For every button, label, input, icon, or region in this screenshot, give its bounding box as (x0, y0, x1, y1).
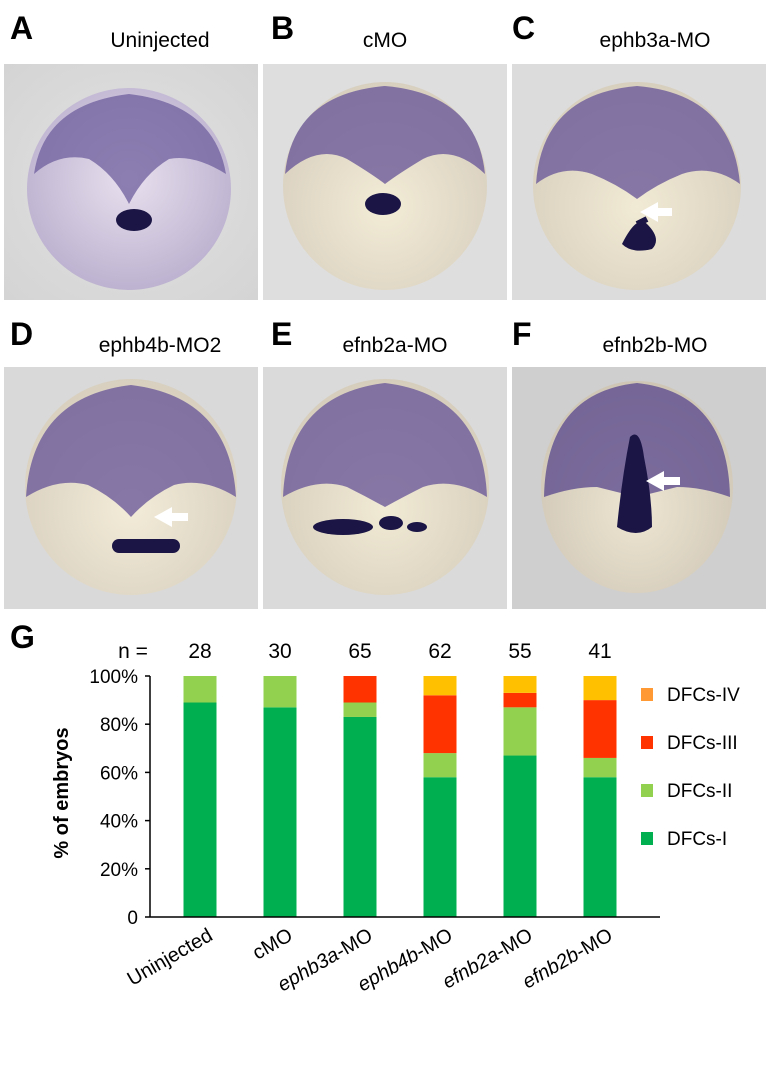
bar-segment-dfcs-ii (343, 702, 377, 717)
panel-D-image (4, 367, 258, 609)
embryo-image-E (263, 367, 507, 609)
panel-title-B: cMO (362, 29, 408, 52)
y-axis-label: % of embryos (51, 727, 73, 858)
n-value: 30 (268, 640, 291, 663)
legend-label: DFCs-I (667, 829, 727, 850)
arrow-icon-F (646, 471, 680, 491)
bar-segment-dfcs-ii (423, 753, 457, 778)
embryo-image-F (512, 367, 766, 609)
panel-label-B: B (271, 10, 295, 46)
legend-swatch (641, 736, 653, 749)
x-tick-label: efnb2b-MO (519, 924, 617, 993)
panel-label-C: C (512, 10, 536, 46)
x-tick-label: efnb2a-MO (439, 924, 537, 993)
bar-segment-dfcs-i (263, 707, 297, 917)
bar-segment-dfcs-i (423, 777, 457, 917)
bar-segment-dfcs-iii (423, 695, 457, 754)
y-tick-label: 60% (100, 763, 138, 784)
x-tick-label: cMO (249, 924, 297, 964)
n-value: 41 (588, 640, 611, 663)
bar-segment-dfcs-iii (343, 676, 377, 703)
panel-title-F: efnb2b-MO (602, 334, 708, 357)
bar-segment-dfcs-iii (503, 692, 537, 708)
panel-B-image (263, 64, 507, 300)
bar-segment-dfcs-iv (503, 676, 537, 693)
embryo-image-B (263, 64, 507, 300)
panel-title-C: ephb3a-MO (599, 29, 711, 52)
bar-segment-dfcs-iv (583, 676, 617, 701)
n-value: 55 (508, 640, 531, 663)
panel-title-E: efnb2a-MO (342, 334, 448, 357)
bar-segment-dfcs-ii (183, 676, 217, 703)
embryo-image-D (4, 367, 258, 609)
arrow-icon-D (154, 507, 188, 527)
legend-swatch (641, 688, 653, 701)
legend-label: DFCs-IV (667, 685, 740, 706)
x-tick-label: Uninjected (124, 924, 217, 990)
n-value: 65 (348, 640, 371, 663)
embryo-image-A (4, 64, 258, 300)
y-tick-label: 40% (100, 812, 138, 833)
y-tick-label: 0 (127, 908, 138, 929)
stacked-bar-chart: G n = % of embryos 0 20% 40% 60% 80% 100% 28 3… (10, 619, 740, 996)
y-tick-label: 20% (100, 860, 138, 881)
embryo-image-C (512, 64, 766, 300)
bar-segment-dfcs-iv (423, 676, 457, 696)
panel-label-F: F (512, 316, 532, 352)
legend-label: DFCs-III (667, 733, 738, 754)
panel-label-A: A (10, 10, 34, 46)
n-value: 62 (428, 640, 451, 663)
bar-segment-dfcs-i (183, 702, 217, 917)
n-value: 28 (188, 640, 211, 663)
bar-segment-dfcs-i (343, 716, 377, 917)
bar-segment-dfcs-ii (263, 676, 297, 708)
legend-swatch (641, 832, 653, 845)
bar-segment-dfcs-iii (583, 700, 617, 758)
n-label: n = (118, 640, 148, 663)
panel-F-image (512, 367, 766, 609)
panel-label-G: G (10, 619, 35, 655)
bar-segment-dfcs-ii (583, 757, 617, 778)
panel-C-image (512, 64, 766, 300)
panel-E-image (263, 367, 507, 609)
y-tick-label: 100% (89, 667, 138, 688)
panel-title-D: ephb4b-MO2 (98, 334, 222, 357)
y-tick-label: 80% (100, 715, 138, 736)
panel-A-image (4, 64, 258, 300)
arrow-icon-C (640, 202, 672, 222)
panel-label-E: E (271, 316, 293, 352)
bar-segment-dfcs-i (583, 777, 617, 917)
legend-swatch (641, 784, 653, 797)
bar-segment-dfcs-i (503, 755, 537, 917)
legend-label: DFCs-II (667, 781, 732, 802)
bar-segment-dfcs-ii (503, 707, 537, 756)
panel-label-D: D (10, 316, 34, 352)
panel-title-A: Uninjected (110, 29, 210, 52)
